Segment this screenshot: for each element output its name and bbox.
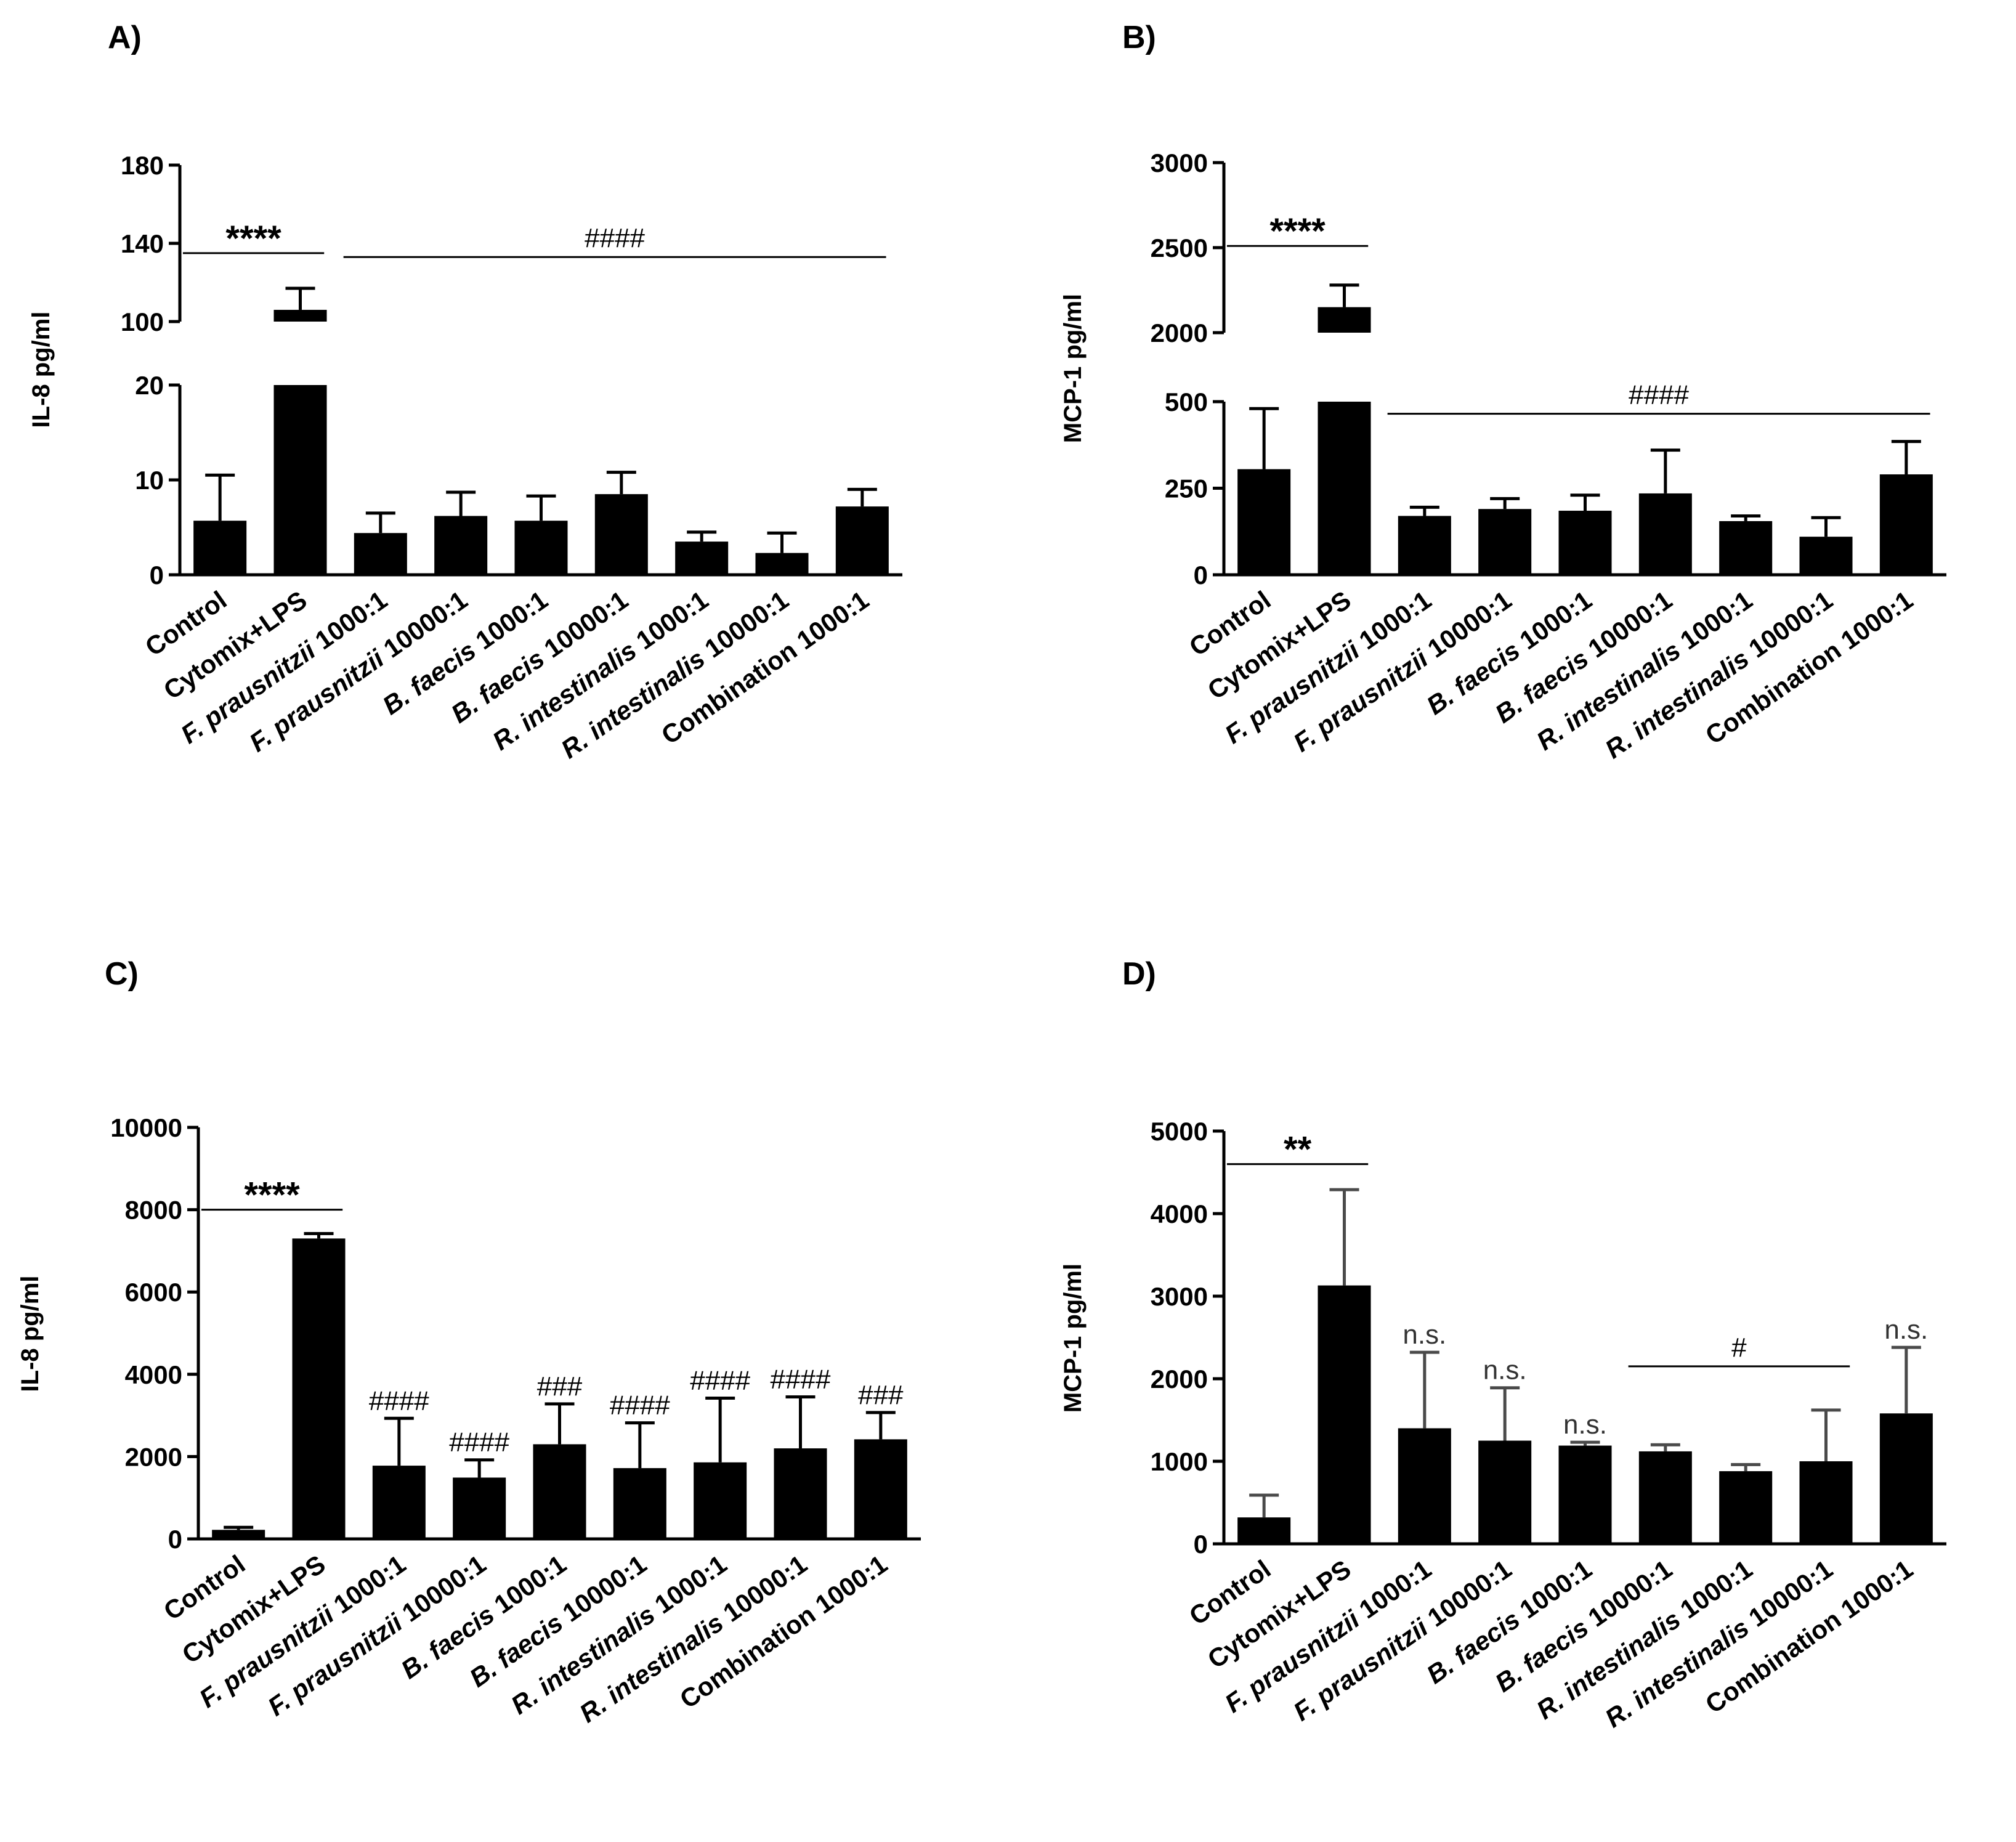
bar bbox=[694, 1462, 747, 1539]
significance-label: #### bbox=[369, 1386, 429, 1416]
y-tick-label: 1000 bbox=[1151, 1447, 1208, 1476]
bar bbox=[292, 1238, 346, 1539]
panel-b: B)MCP-1 pg/ml0250500200025003000ControlC… bbox=[1059, 20, 1946, 764]
bar bbox=[1879, 1413, 1933, 1544]
bar bbox=[1799, 537, 1853, 575]
bar bbox=[774, 1448, 827, 1539]
bar bbox=[1237, 1517, 1291, 1544]
bar bbox=[1318, 402, 1371, 575]
y-tick-label: 2000 bbox=[1151, 1365, 1208, 1394]
y-tick-label: 0 bbox=[168, 1525, 182, 1554]
significance-marker: ** bbox=[1284, 1130, 1312, 1170]
bar-upper-segment bbox=[273, 309, 327, 322]
y-tick-label: 100 bbox=[121, 307, 164, 336]
y-tick-label: 5000 bbox=[1151, 1117, 1208, 1146]
y-tick-label: 4000 bbox=[1151, 1199, 1208, 1228]
panel-d: D)MCP-1 pg/ml010002000300040005000Contro… bbox=[1059, 956, 1946, 1733]
significance-label: ### bbox=[858, 1380, 904, 1410]
panel-c: C)IL-8 pg/ml0200040006000800010000Contro… bbox=[17, 956, 921, 1728]
panel-label: B) bbox=[1122, 20, 1156, 55]
bar bbox=[1879, 474, 1933, 575]
significance-marker: #### bbox=[1629, 380, 1689, 410]
bar bbox=[1558, 1445, 1612, 1544]
bar bbox=[1398, 516, 1451, 575]
bar bbox=[1558, 511, 1612, 575]
bar bbox=[854, 1439, 907, 1539]
y-axis-label: MCP-1 pg/ml bbox=[1059, 1264, 1087, 1413]
y-tick-label: 250 bbox=[1165, 474, 1208, 503]
y-tick-label: 0 bbox=[1194, 561, 1208, 590]
bar bbox=[1478, 1440, 1532, 1544]
bar bbox=[372, 1466, 426, 1539]
significance-marker: **** bbox=[1269, 211, 1326, 251]
significance-label: #### bbox=[690, 1366, 750, 1396]
bar bbox=[1638, 1451, 1692, 1544]
bar bbox=[514, 521, 568, 575]
significance-label: n.s. bbox=[1563, 1410, 1607, 1440]
significance-marker: **** bbox=[244, 1175, 300, 1215]
bar bbox=[453, 1477, 506, 1539]
panel-a: A)IL-8 pg/ml01020100140180ControlCytomix… bbox=[28, 20, 902, 764]
bar bbox=[273, 385, 327, 575]
y-tick-label: 8000 bbox=[125, 1196, 182, 1225]
significance-marker: # bbox=[1731, 1333, 1747, 1363]
y-axis-label: IL-8 pg/ml bbox=[17, 1276, 44, 1392]
bar bbox=[533, 1444, 586, 1539]
significance-marker: #### bbox=[585, 223, 645, 253]
bar-upper-segment bbox=[1318, 307, 1371, 333]
y-tick-label: 0 bbox=[150, 561, 164, 590]
bar bbox=[613, 1468, 666, 1539]
bar bbox=[434, 516, 488, 575]
bar bbox=[1719, 521, 1773, 575]
bar bbox=[594, 494, 648, 575]
y-tick-label: 10000 bbox=[110, 1113, 182, 1142]
y-tick-label: 2000 bbox=[1151, 318, 1208, 347]
panel-label: C) bbox=[105, 956, 139, 992]
bar bbox=[193, 521, 247, 575]
significance-label: #### bbox=[610, 1390, 670, 1421]
y-tick-label: 2500 bbox=[1151, 233, 1208, 262]
panel-label: D) bbox=[1122, 956, 1156, 992]
significance-label: ### bbox=[537, 1371, 583, 1402]
bar bbox=[1719, 1471, 1773, 1544]
y-tick-label: 4000 bbox=[125, 1360, 182, 1389]
significance-label: n.s. bbox=[1884, 1315, 1928, 1345]
bar bbox=[1799, 1461, 1853, 1544]
bar bbox=[755, 553, 809, 575]
y-tick-label: 500 bbox=[1165, 387, 1208, 416]
significance-label: n.s. bbox=[1403, 1320, 1446, 1350]
y-tick-label: 180 bbox=[121, 151, 164, 180]
panel-label: A) bbox=[108, 20, 142, 55]
y-tick-label: 6000 bbox=[125, 1278, 182, 1307]
bar bbox=[675, 542, 729, 575]
y-tick-label: 140 bbox=[121, 229, 164, 258]
bar bbox=[1237, 469, 1291, 575]
significance-label: n.s. bbox=[1483, 1355, 1527, 1386]
y-tick-label: 0 bbox=[1194, 1530, 1208, 1559]
bar bbox=[354, 533, 407, 575]
bar bbox=[1478, 509, 1532, 575]
bar bbox=[835, 506, 889, 575]
significance-label: #### bbox=[449, 1427, 509, 1458]
bar bbox=[212, 1530, 265, 1539]
y-tick-label: 3000 bbox=[1151, 148, 1208, 177]
y-tick-label: 3000 bbox=[1151, 1282, 1208, 1311]
y-tick-label: 20 bbox=[135, 371, 164, 400]
bar bbox=[1318, 1285, 1371, 1544]
y-axis-label: IL-8 pg/ml bbox=[28, 312, 55, 428]
y-axis-label: MCP-1 pg/ml bbox=[1059, 294, 1087, 443]
y-tick-label: 2000 bbox=[125, 1442, 182, 1471]
significance-marker: **** bbox=[225, 219, 281, 259]
significance-label: #### bbox=[771, 1365, 831, 1395]
y-tick-label: 10 bbox=[135, 466, 164, 495]
bar bbox=[1398, 1428, 1451, 1544]
bar bbox=[1638, 493, 1692, 575]
